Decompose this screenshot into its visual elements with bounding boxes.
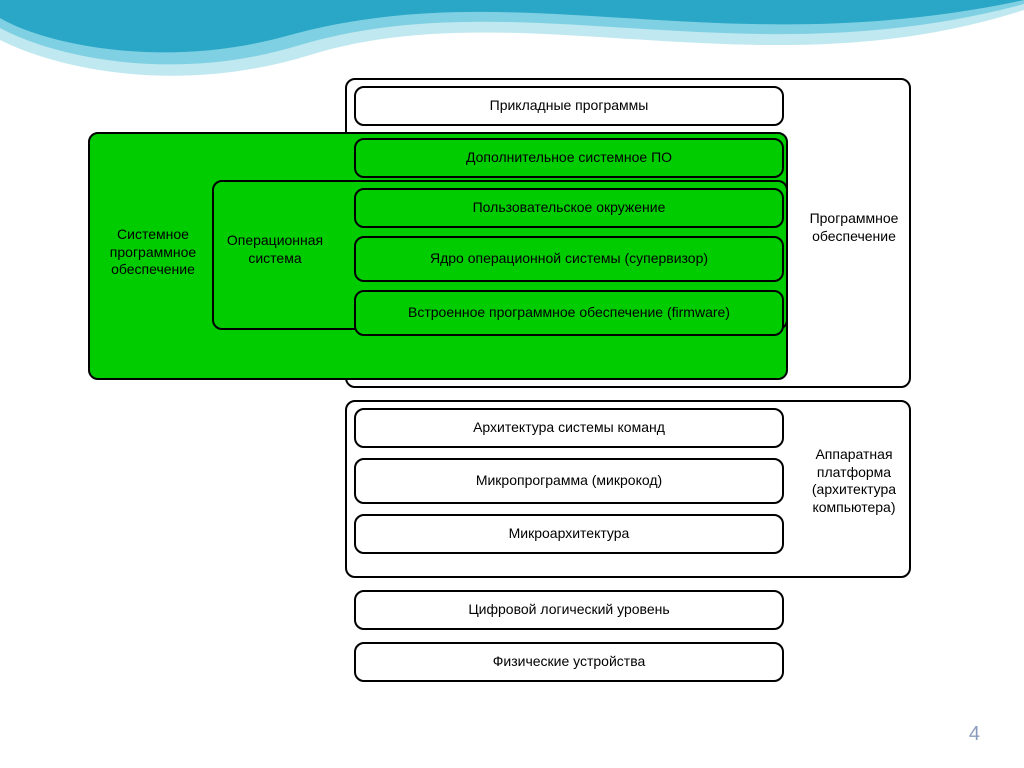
box-physical: Физические устройства [354,642,784,682]
box-user-env: Пользовательское окружение [354,188,784,228]
label-hardware: Аппаратная платформа (архитектура компью… [800,446,908,516]
box-microprog: Микропрограмма (микрокод) [354,458,784,504]
label-system-software: Системное программное обеспечение [98,226,208,279]
layer-diagram: Программное обеспечение Аппаратная платф… [0,60,1024,740]
box-microarch: Микроархитектура [354,514,784,554]
label-software: Программное обеспечение [800,210,908,245]
box-isa: Архитектура системы команд [354,408,784,448]
box-kernel: Ядро операционной системы (супервизор) [354,236,784,282]
label-os: Операционная система [220,232,330,267]
box-extra-sys: Дополнительное системное ПО [354,138,784,178]
box-apps: Прикладные программы [354,86,784,126]
box-firmware: Встроенное программное обеспечение (firm… [354,290,784,336]
box-logic: Цифровой логический уровень [354,590,784,630]
